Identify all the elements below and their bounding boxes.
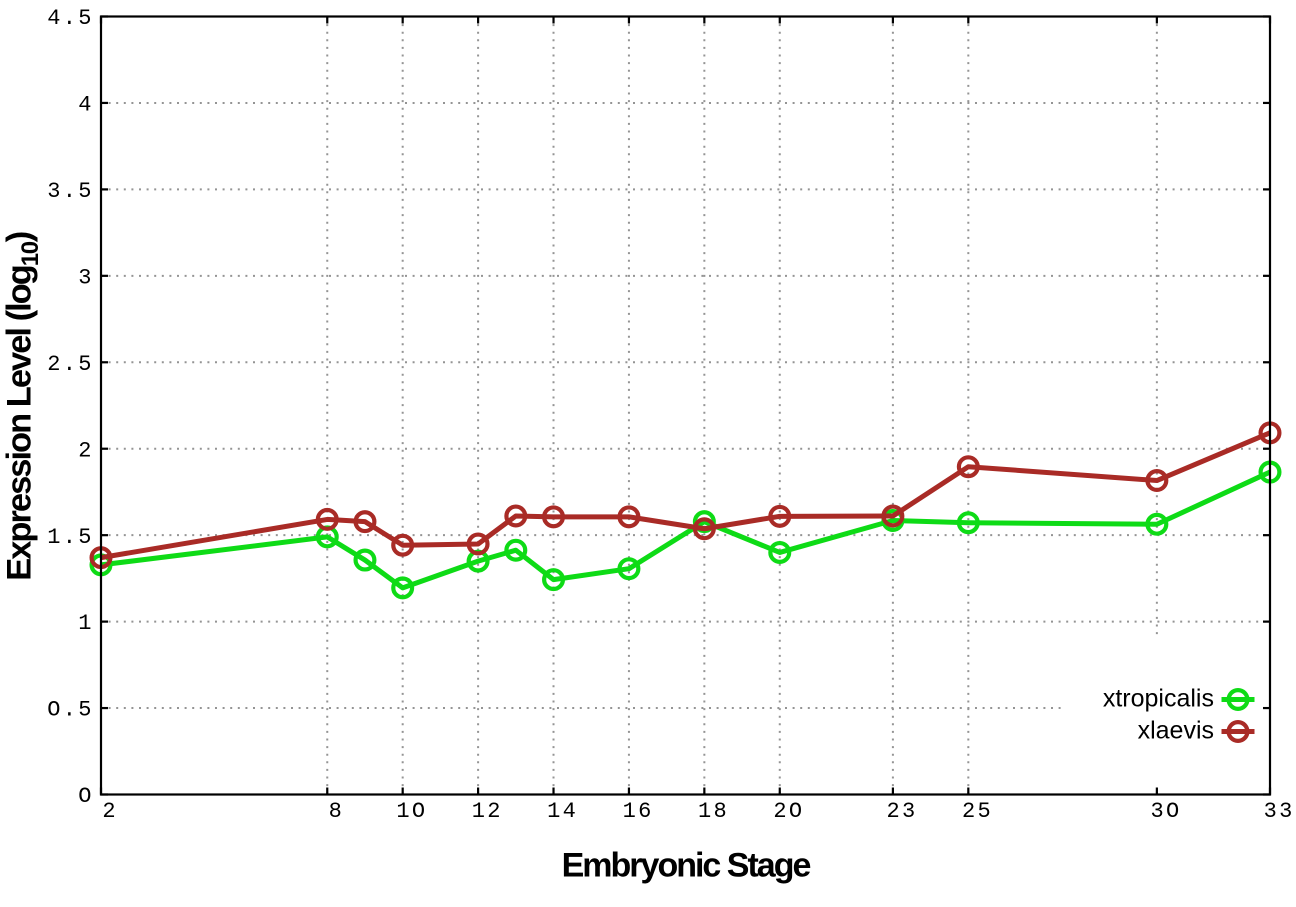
svg-text:2: 2 [487,799,500,824]
svg-text:O: O [789,799,802,824]
svg-text:.: . [63,179,76,204]
svg-text:3: 3 [47,179,60,204]
svg-text:Expression Level (log10): Expression Level (log10) [1,232,44,581]
svg-text:5: 5 [78,352,91,377]
svg-text:1: 1 [698,799,711,824]
svg-text:8: 8 [329,799,342,824]
svg-text:.: . [63,6,76,31]
svg-text:1: 1 [623,799,636,824]
svg-text:2: 2 [773,799,786,824]
svg-text:1: 1 [472,799,485,824]
svg-text:2: 2 [102,799,115,824]
svg-text:2: 2 [887,799,900,824]
svg-text:O: O [412,799,425,824]
svg-text:.: . [63,698,76,723]
svg-text:5: 5 [78,6,91,31]
svg-text:O: O [78,784,91,809]
svg-text:5: 5 [977,799,990,824]
svg-text:3: 3 [78,265,91,290]
svg-text:1: 1 [78,611,91,636]
svg-text:Embryonic Stage: Embryonic Stage [562,847,811,885]
svg-text:2: 2 [962,799,975,824]
svg-text:8: 8 [713,799,726,824]
svg-text:1: 1 [547,799,560,824]
svg-text:3: 3 [902,799,915,824]
svg-text:4: 4 [78,93,91,118]
svg-text:4: 4 [563,799,576,824]
svg-text:O: O [1166,799,1179,824]
svg-text:2: 2 [47,352,60,377]
svg-text:.: . [63,525,76,550]
svg-text:6: 6 [638,799,651,824]
svg-text:2: 2 [78,438,91,463]
svg-text:5: 5 [78,698,91,723]
svg-text:3: 3 [1264,799,1277,824]
svg-text:xtropicalis: xtropicalis [1103,684,1214,712]
svg-text:3: 3 [1151,799,1164,824]
svg-text:xlaevis: xlaevis [1138,716,1214,744]
svg-text:1: 1 [396,799,409,824]
svg-text:O: O [47,698,60,723]
svg-text:1: 1 [47,525,60,550]
svg-text:5: 5 [78,525,91,550]
svg-text:4: 4 [47,6,60,31]
svg-text:.: . [63,352,76,377]
svg-text:5: 5 [78,179,91,204]
svg-text:3: 3 [1279,799,1292,824]
